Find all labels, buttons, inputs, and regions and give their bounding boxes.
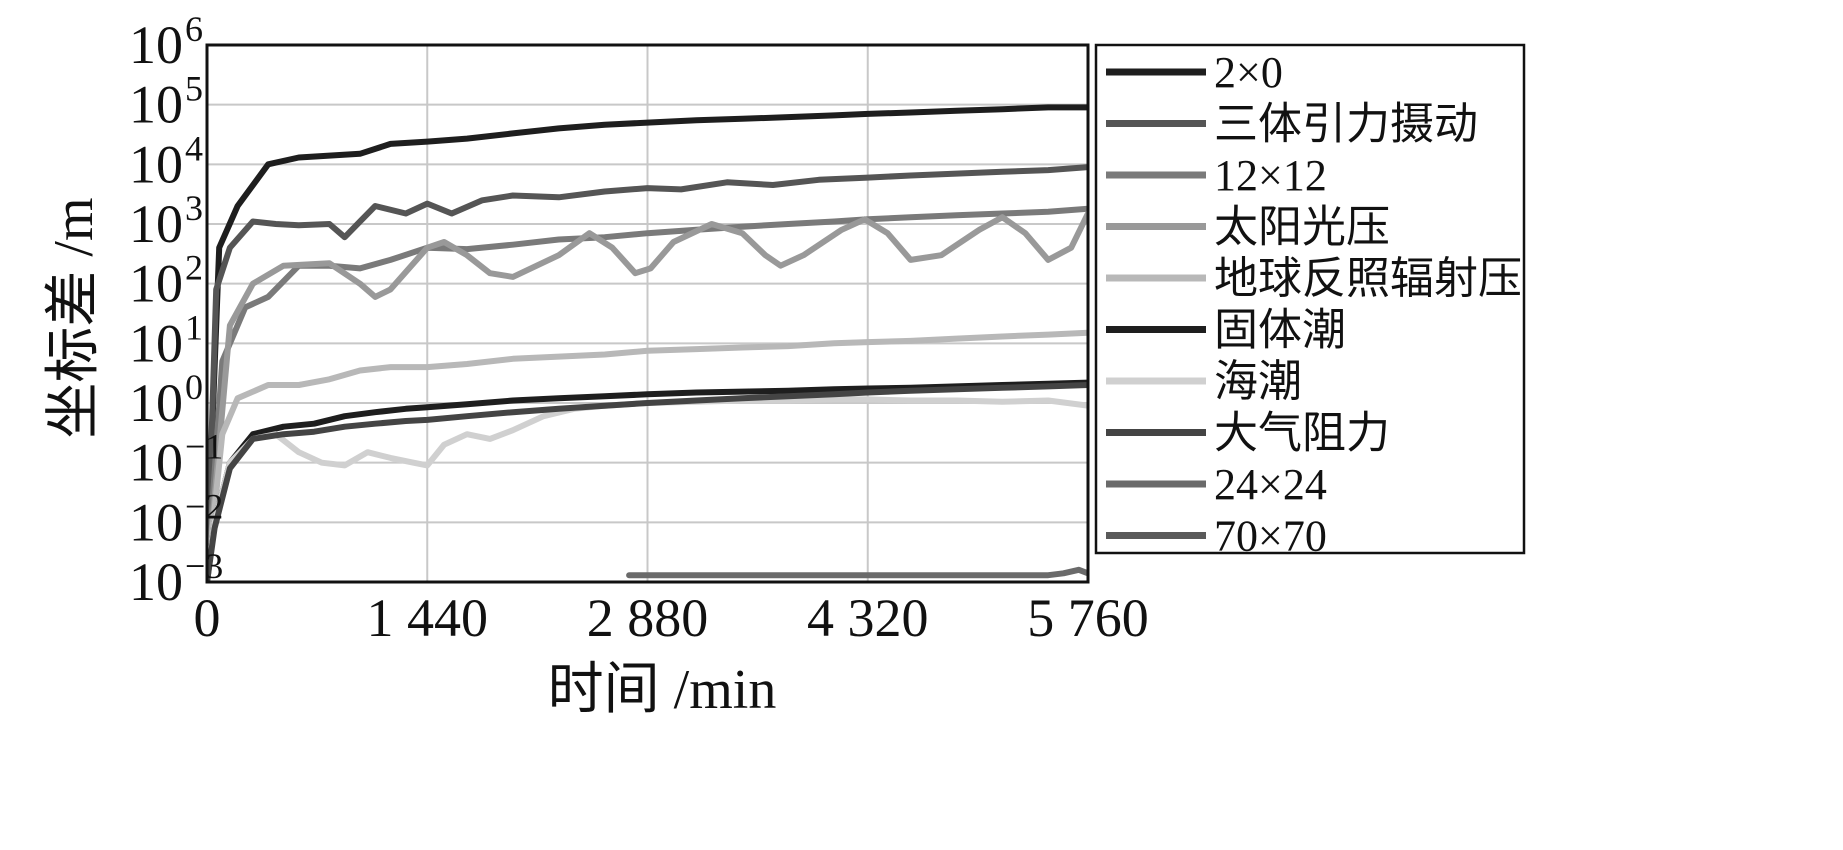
legend-label-0: 2×0	[1214, 48, 1283, 97]
y-tick-label-2: 10−1	[129, 427, 223, 493]
y-tick-label-7: 104	[129, 128, 203, 194]
x-tick-label-3: 4 320	[807, 588, 929, 648]
plot-frame	[205, 43, 1090, 584]
x-tick-labels: 0 1 440 2 880 4 320 5 760	[194, 588, 1149, 648]
series-line-3	[207, 210, 1088, 582]
y-tick-label-9: 106	[129, 9, 203, 75]
x-tick-label-0: 0	[194, 588, 221, 648]
y-tick-label-3: 100	[129, 367, 203, 433]
series-line-8	[626, 566, 1088, 579]
legend-label-9: 70×70	[1214, 512, 1327, 561]
y-axis-title: 坐标差 /m	[43, 197, 105, 438]
series-line-4	[207, 329, 1088, 582]
x-tick-label-4: 5 760	[1027, 588, 1149, 648]
x-tick-label-2: 2 880	[587, 588, 709, 648]
legend-label-2: 12×12	[1214, 151, 1327, 200]
legend-label-8: 24×24	[1214, 460, 1327, 509]
y-tick-label-4: 101	[129, 307, 203, 373]
legend-label-1: 三体引力摄动	[1214, 100, 1478, 149]
legend-label-3: 太阳光压	[1214, 203, 1390, 252]
y-tick-label-6: 103	[129, 188, 203, 254]
legend-label-6: 海潮	[1214, 357, 1302, 406]
series-line-7	[207, 382, 1088, 582]
series-line-6	[207, 396, 1088, 582]
series-line-0	[207, 104, 1088, 567]
y-tick-label-8: 105	[129, 69, 203, 135]
legend-label-4: 地球反照辐射压	[1214, 254, 1522, 303]
legend-box	[1094, 43, 1526, 555]
x-tick-label-1: 1 440	[367, 588, 489, 648]
legend-label-5: 固体潮	[1214, 306, 1346, 355]
series-layer	[207, 104, 1088, 582]
legend: 2×0三体引力摄动12×12太阳光压地球反照辐射压固体潮海潮大气阻力24×247…	[1094, 43, 1526, 561]
legend-label-7: 大气阻力	[1214, 409, 1390, 458]
y-tick-label-5: 102	[129, 248, 203, 314]
x-axis-title: 时间 /min	[548, 659, 777, 721]
series-line-1	[207, 164, 1088, 582]
